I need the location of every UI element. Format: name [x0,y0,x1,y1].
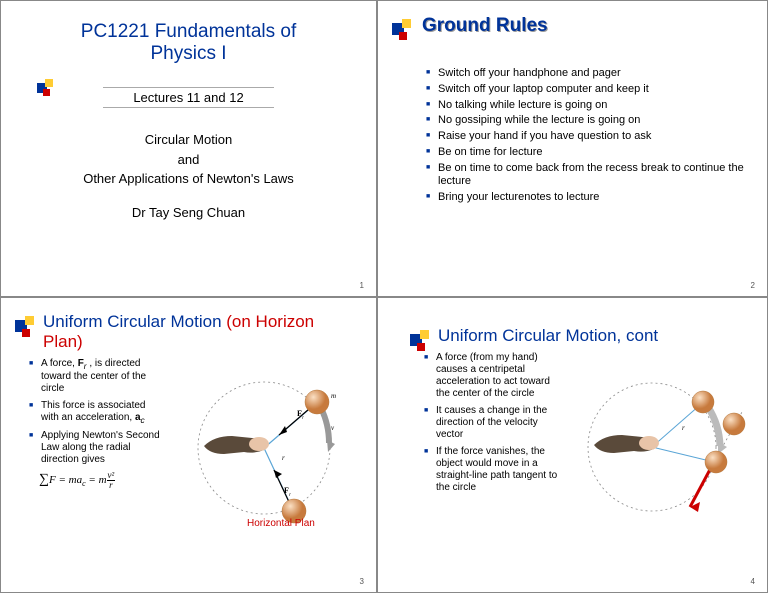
slide-number: 4 [751,577,755,586]
rule-item: No talking while lecture is going on [426,99,747,113]
bullet-item: This force is associated with an acceler… [29,400,163,425]
rule-item: Raise your hand if you have question to … [426,130,747,144]
decor-squares-icon [37,79,61,99]
rule-item: Bring your lecturenotes to lecture [426,191,747,205]
slide-3: Uniform Circular Motion (on Horizon Plan… [0,297,377,593]
slide3-title-main: Uniform Circular Motion [43,312,226,331]
slide4-title: Uniform Circular Motion, cont [426,326,747,346]
rule-item: Switch off your laptop computer and keep… [426,83,747,97]
topic-line3: Other Applications of Newton's Laws [21,169,356,189]
slide4-bullets: A force (from my hand) causes a centripe… [416,352,566,494]
slide-2: Ground Rules Ground Rules Switch off you… [377,0,768,297]
svg-text:r: r [682,424,685,432]
slide-4: Uniform Circular Motion, cont A force (f… [377,297,768,593]
rule-item: Be on time for lecture [426,146,747,160]
lecture-numbers: Lectures 11 and 12 [103,87,273,108]
slide-1: PC1221 Fundamentals of Physics I Lecture… [0,0,377,297]
slide3-bullets: A force, Fr , is directed toward the cen… [21,358,163,466]
horizontal-plan-label: Horizontal Plan [247,518,315,529]
slide-number: 2 [751,281,755,290]
topic-line2: and [21,150,356,170]
bullet-item: If the force vanishes, the object would … [424,446,566,494]
rules-list: Switch off your handphone and pager Swit… [398,67,747,205]
rule-item: Be on time to come back from the recess … [426,162,747,190]
svg-text:r: r [282,454,285,462]
ground-rules-title: Ground Rules [422,15,548,36]
author: Dr Tay Seng Chuan [21,203,356,223]
svg-text:r: r [302,416,304,421]
svg-text:m: m [331,392,336,400]
rule-item: No gossiping while the lecture is going … [426,114,747,128]
course-title-line2: Physics I [21,43,356,65]
newton-formula: ∑F = mac = mv²r [39,471,163,490]
rule-item: Switch off your handphone and pager [426,67,747,81]
topic-line1: Circular Motion [21,130,356,150]
slide3-title: Uniform Circular Motion (on Horizon Plan… [31,312,356,352]
svg-text:v: v [331,424,335,432]
bullet-item: A force (from my hand) causes a centripe… [424,352,566,400]
bullet-item: Applying Newton's Second Law along the r… [29,430,163,466]
slide-number: 1 [360,281,364,290]
svg-text:r: r [289,493,291,498]
tangent-diagram: r [572,352,747,537]
circular-motion-diagram: m Fr Fr r v Horizontal Plan [169,358,356,538]
bullet-item: It causes a change in the direction of t… [424,405,566,441]
course-title-line1: PC1221 Fundamentals of [21,21,356,43]
slide-number: 3 [360,577,364,586]
bullet-item: A force, Fr , is directed toward the cen… [29,358,163,395]
